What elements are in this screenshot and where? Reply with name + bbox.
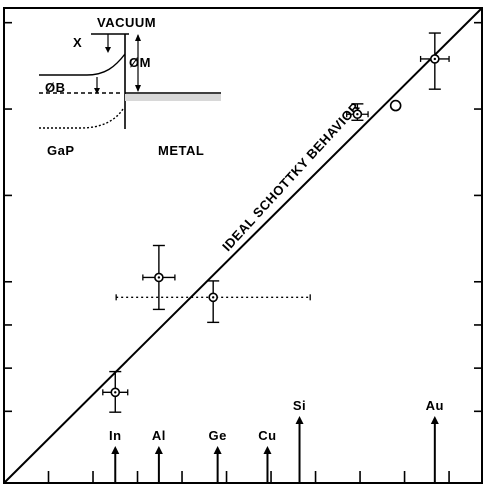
metal-label: Si — [293, 398, 306, 413]
data-points — [102, 32, 450, 413]
metal-arrowhead — [154, 446, 163, 454]
metal-arrowhead — [430, 416, 439, 424]
ideal-schottky-line — [3, 7, 483, 484]
inset-metal-label: METAL — [158, 143, 204, 158]
metal-arrowhead — [295, 416, 304, 424]
axis-ticks — [4, 21, 482, 483]
metal-marker-au: Au — [426, 398, 444, 483]
metal-marker-si: Si — [293, 398, 306, 483]
metal-label: Ge — [208, 428, 226, 443]
inset-phi-m-arrowhead-top — [135, 34, 141, 41]
point-marker-dot — [356, 113, 359, 116]
metal-marker-ge: Ge — [208, 428, 226, 483]
data-point — [419, 32, 450, 90]
metal-label: Cu — [258, 428, 276, 443]
ideal-line-group — [3, 7, 483, 484]
inset-valence-band — [39, 108, 124, 129]
metal-label: In — [109, 428, 122, 443]
inset-vacuum-label: VACUUM — [97, 15, 156, 30]
plot-frame — [3, 7, 483, 484]
data-point — [142, 244, 176, 311]
data-point — [115, 280, 311, 324]
inset-gap-label: GaP — [47, 143, 75, 158]
metal-markers: In Al Ge Cu Si Au — [109, 398, 444, 483]
inset-phi-m-arrowhead-bottom — [135, 85, 141, 92]
metal-arrowhead — [111, 446, 120, 454]
data-point — [346, 103, 369, 121]
metal-marker-in: In — [109, 428, 122, 483]
metal-arrowhead — [213, 446, 222, 454]
metal-label: Au — [426, 398, 444, 413]
metal-marker-cu: Cu — [258, 428, 276, 483]
inset-chi-arrowhead — [105, 47, 111, 53]
open-circle-point — [389, 99, 402, 112]
point-marker-dot — [157, 276, 161, 279]
plot-axes-box — [3, 7, 483, 484]
inset-phi-b-label: ØB — [45, 80, 66, 95]
point-marker-dot — [211, 296, 215, 299]
band-diagram-inset: VACUUM X ØM ØB GaP METAL — [39, 15, 221, 158]
inset-phi-m-label: ØM — [129, 55, 151, 70]
data-point — [102, 370, 129, 413]
inset-chi-label: X — [73, 35, 82, 50]
ideal-line-label: IDEAL SCHOTTKY BEHAVIOR — [219, 99, 363, 254]
metal-label: Al — [152, 428, 166, 443]
point-marker-dot — [114, 391, 117, 394]
inset-metal-fill — [125, 94, 221, 101]
metal-arrowhead — [263, 446, 272, 454]
point-marker-dot — [433, 57, 437, 61]
inset-conduction-band — [39, 53, 126, 76]
inset-phi-b-arrowhead — [94, 88, 100, 94]
metal-marker-al: Al — [152, 428, 166, 483]
